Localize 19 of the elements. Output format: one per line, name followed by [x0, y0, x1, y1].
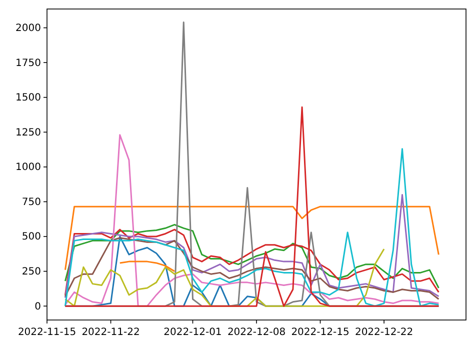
line-series — [119, 260, 176, 272]
y-tick-label: 2000 — [16, 22, 41, 34]
y-tick-label: 750 — [22, 196, 41, 208]
y-tick-label: 250 — [22, 266, 41, 278]
y-tick-label: 0 — [34, 301, 41, 312]
y-tick-label: 1750 — [16, 58, 41, 69]
x-tick-label: 2022-12-22 — [354, 327, 414, 338]
y-tick-label: 1000 — [16, 162, 41, 174]
line-series — [64, 194, 440, 298]
x-tick-label: 2022-12-01 — [164, 327, 222, 338]
x-tick-label: 2022-12-15 — [291, 327, 350, 338]
x-tick-label: 2022-11-15 — [18, 327, 76, 338]
y-tick-label: 1250 — [16, 127, 41, 138]
y-tick-label: 1500 — [16, 92, 41, 104]
y-tick-label: 500 — [22, 232, 41, 243]
line-series — [64, 224, 440, 289]
x-tick-label: 2022-12-08 — [227, 327, 286, 338]
line-series — [64, 206, 440, 271]
x-tick-label: 2022-11-22 — [82, 327, 140, 338]
